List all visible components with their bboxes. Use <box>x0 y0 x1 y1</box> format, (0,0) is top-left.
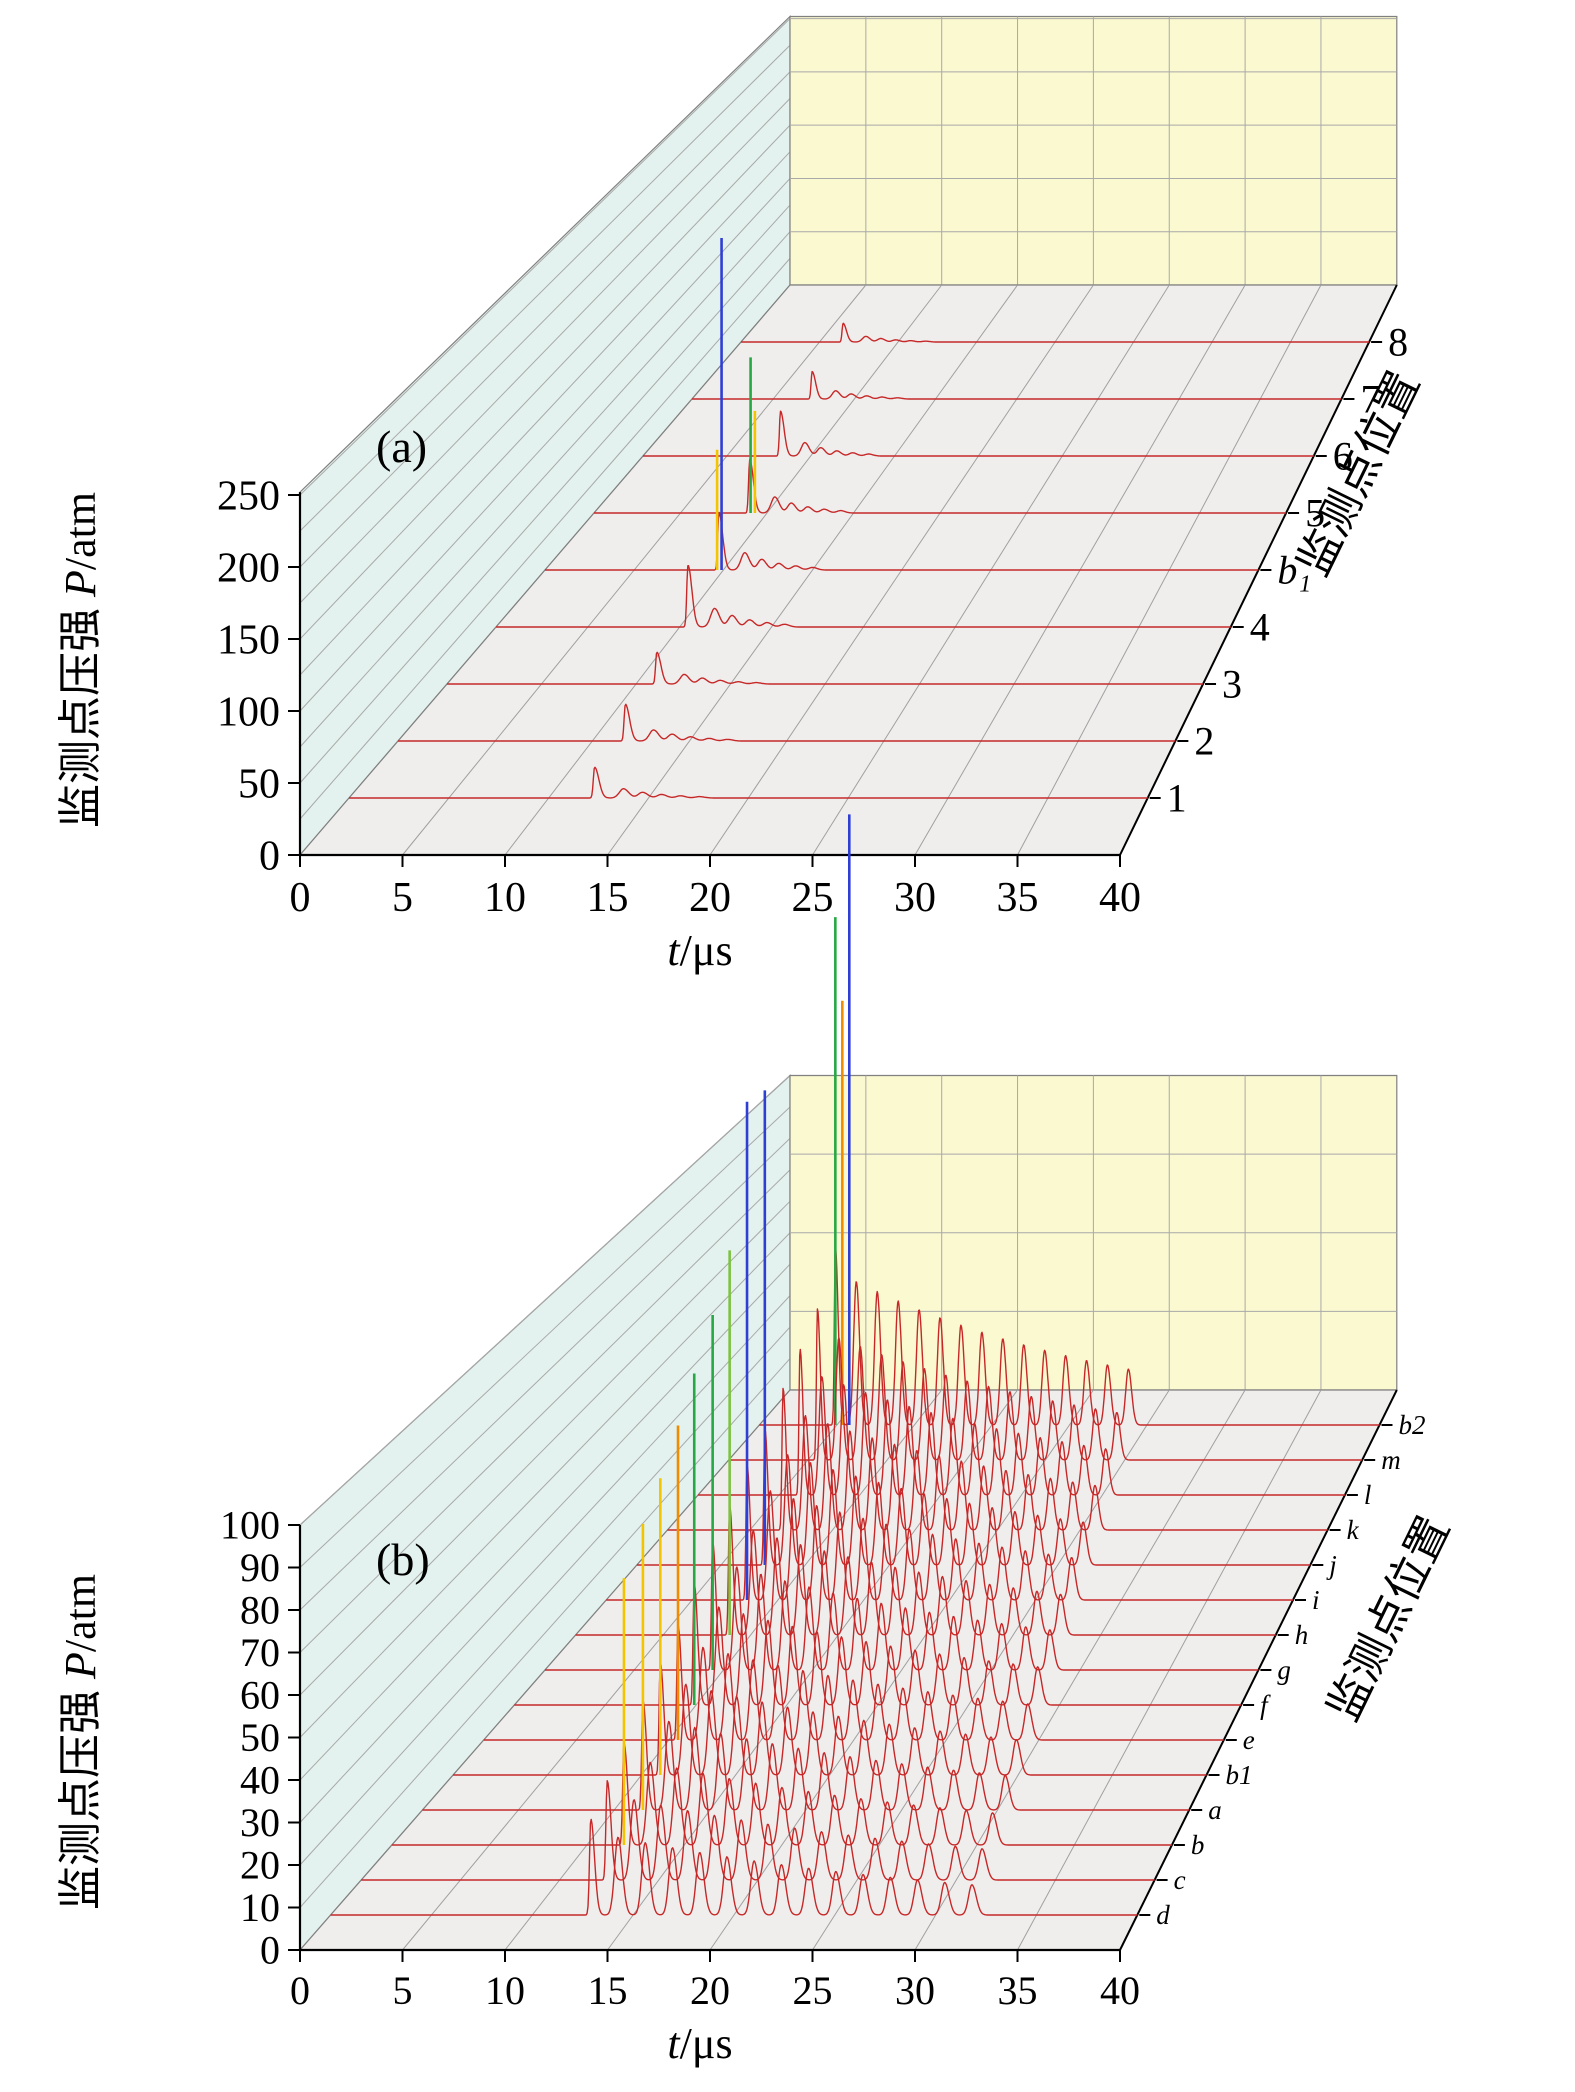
panel-label: (b) <box>376 1534 430 1585</box>
series-l <box>698 1348 1345 1496</box>
z-tick-label: j <box>1326 1550 1337 1580</box>
y-tick-label: 60 <box>240 1673 280 1718</box>
x-tick-label: 30 <box>895 1968 935 2013</box>
z-axis-title: 监测点位置 <box>1319 1509 1459 1728</box>
z-tick-label: c <box>1174 1865 1186 1895</box>
y-axis-title: 监测点压强 P/atm <box>56 1574 105 1910</box>
z-tick-label: b2 <box>1399 1410 1426 1440</box>
y-tick-label: 0 <box>259 833 280 879</box>
y-axis: 0 50 100 150 200 250 监测点压强 P/atm <box>56 473 302 879</box>
x-tick-label: 20 <box>689 875 731 921</box>
x-tick-label: 25 <box>792 875 834 921</box>
z-tick-label: 8 <box>1388 320 1408 365</box>
z-tick-label: 6 <box>1333 434 1353 479</box>
x-axis: 0 5 10 15 20 25 30 35 40 t/μs <box>290 1948 1140 2068</box>
x-tick-label: 15 <box>588 1968 628 2013</box>
z-tick-label: l <box>1364 1480 1372 1510</box>
y-tick-label: 20 <box>240 1843 280 1888</box>
y-tick-label: 250 <box>217 473 280 519</box>
x-tick-label: 25 <box>793 1968 833 2013</box>
y-tick-label: 50 <box>238 761 280 807</box>
z-tick-label: 4 <box>1250 605 1270 650</box>
x-tick-label: 0 <box>290 1968 310 2013</box>
z-tick-label: 1 <box>1167 776 1187 821</box>
z-tick-label: d <box>1156 1900 1170 1930</box>
z-tick-label: e <box>1243 1725 1255 1755</box>
y-tick-label: 30 <box>240 1800 280 1845</box>
z-tick-label: b <box>1191 1830 1205 1860</box>
back-wall <box>789 1074 1398 1391</box>
back-wall <box>789 15 1398 286</box>
series-1 <box>349 766 1148 799</box>
z-tick-label: i <box>1312 1585 1320 1615</box>
x-tick-label: 40 <box>1100 1968 1140 2013</box>
series-m <box>728 1308 1363 1461</box>
y-tick-label: 40 <box>240 1758 280 1803</box>
z-tick-label: f <box>1260 1690 1271 1720</box>
series-i <box>606 1101 1293 1601</box>
z-tick-label: m <box>1381 1445 1401 1475</box>
series-g <box>545 1315 1259 1671</box>
z-tick-label: g <box>1277 1655 1291 1685</box>
panel-label: (a) <box>376 421 427 472</box>
y-tick-label: 200 <box>217 545 280 591</box>
x-axis-title: t/μs <box>667 2019 732 2068</box>
y-axis-title: 监测点压强 P/atm <box>56 492 105 828</box>
y-tick-label: 50 <box>240 1715 280 1760</box>
x-tick-label: 10 <box>484 875 526 921</box>
series-3 <box>447 651 1203 685</box>
z-tick-label: 3 <box>1222 662 1242 707</box>
series-2 <box>398 703 1176 742</box>
z-tick-label: h <box>1295 1620 1309 1650</box>
x-tick-label: 10 <box>485 1968 525 2013</box>
series-b <box>391 1578 1172 1846</box>
series-h <box>575 1250 1276 1636</box>
z-tick-label: a <box>1208 1795 1222 1825</box>
y-tick-label: 150 <box>217 617 280 663</box>
series-5 <box>594 357 1287 514</box>
y-tick-label: 80 <box>240 1588 280 1633</box>
z-tick-label: k <box>1347 1515 1360 1545</box>
y-tick-label: 100 <box>217 689 280 735</box>
series-7 <box>691 370 1342 400</box>
y-tick-label: 100 <box>220 1503 280 1548</box>
x-tick-label: 5 <box>393 1968 413 2013</box>
y-tick-label: 70 <box>240 1630 280 1675</box>
z-tick-label: 5 <box>1305 491 1325 536</box>
x-axis: 0 5 10 15 20 25 30 35 40 t/μs <box>290 853 1141 975</box>
y-tick-label: 0 <box>260 1928 280 1973</box>
series-d <box>330 1818 1138 1916</box>
x-tick-label: 20 <box>690 1968 730 2013</box>
z-tick-label: 7 <box>1360 377 1380 422</box>
series-j <box>636 1090 1311 1566</box>
z-tick-label: b₁ <box>1277 548 1311 593</box>
series-4 <box>496 565 1231 628</box>
x-tick-label: 30 <box>894 875 936 921</box>
x-tick-label: 15 <box>587 875 629 921</box>
series-k <box>667 1387 1328 1531</box>
z-tick-label: 2 <box>1194 719 1214 764</box>
z-tick-label: b1 <box>1226 1760 1253 1790</box>
series-8 <box>740 322 1370 343</box>
y-tick-label: 90 <box>240 1545 280 1590</box>
series-f <box>514 1373 1242 1706</box>
x-tick-label: 0 <box>290 875 311 921</box>
series-b1 <box>453 1478 1207 1776</box>
x-tick-label: 5 <box>392 875 413 921</box>
series-b₁ <box>545 238 1259 571</box>
y-tick-label: 10 <box>240 1885 280 1930</box>
series-b2 <box>759 814 1380 1426</box>
x-tick-label: 35 <box>998 1968 1038 2013</box>
x-tick-label: 35 <box>997 875 1039 921</box>
x-tick-label: 40 <box>1099 875 1141 921</box>
series-e <box>483 1425 1224 1741</box>
x-axis-title: t/μs <box>667 926 732 975</box>
